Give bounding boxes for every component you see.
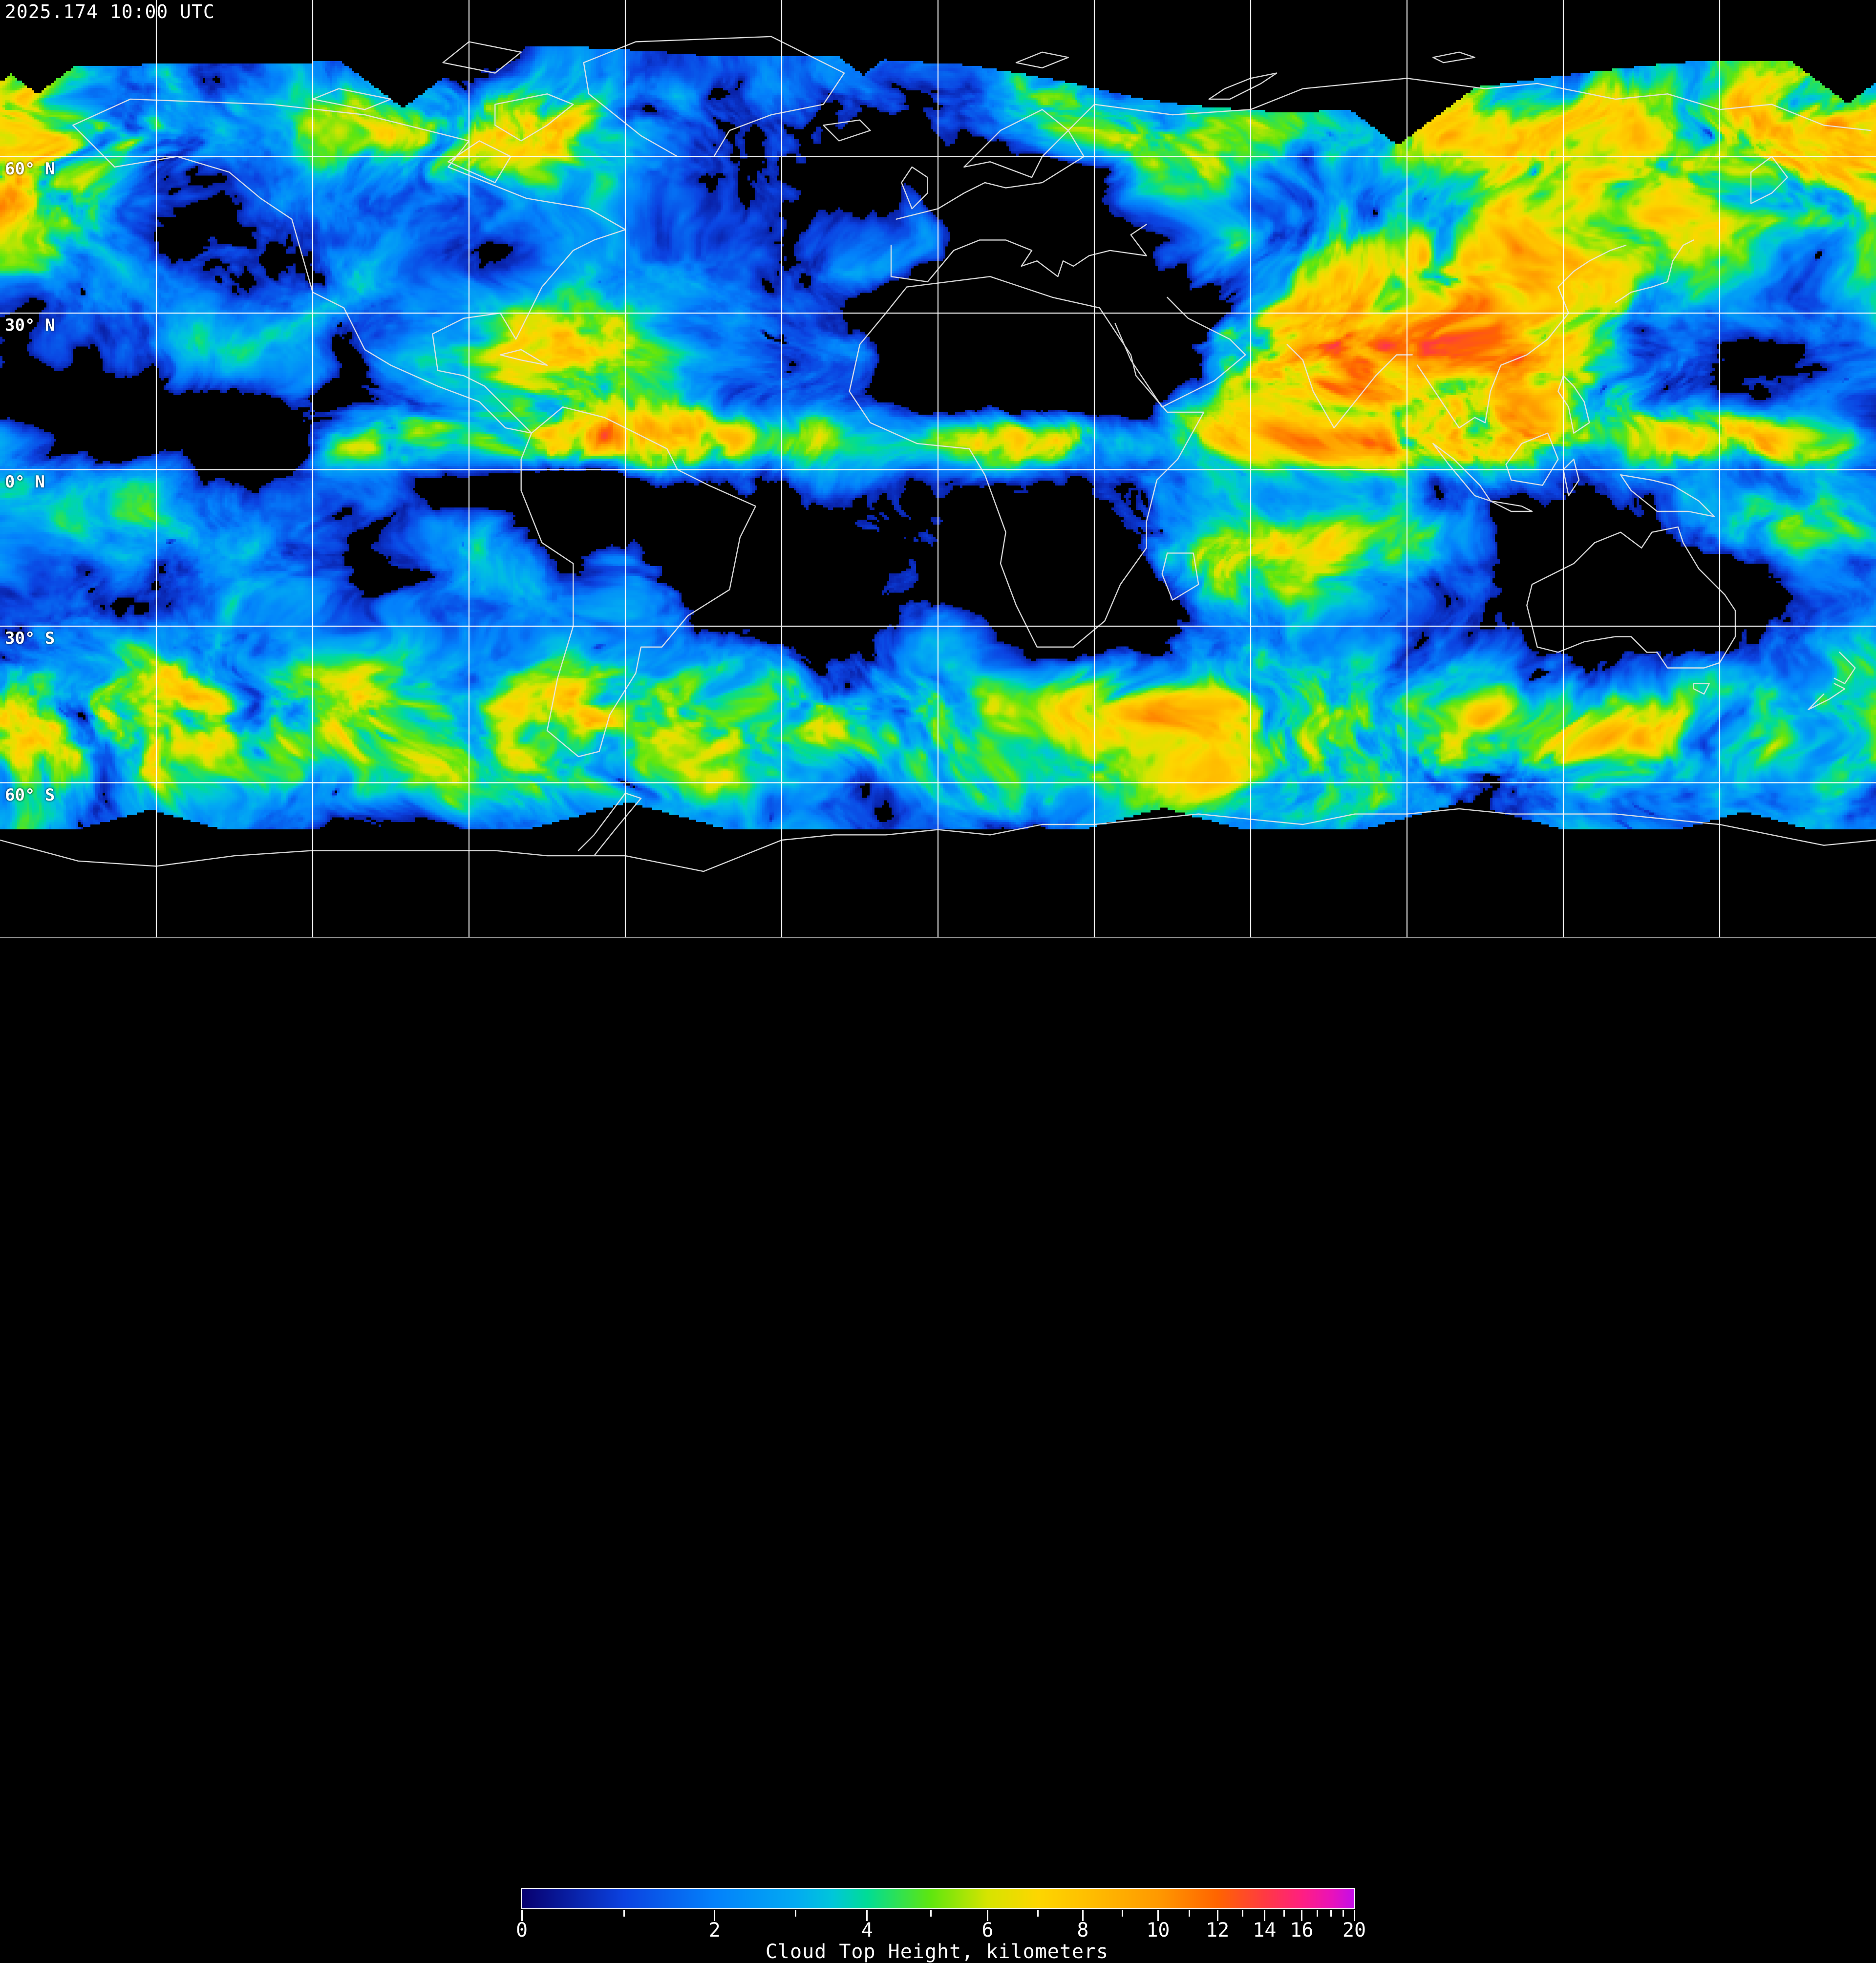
map-bottom-frame-line bbox=[0, 937, 1876, 938]
colorbar-tick-label: 8 bbox=[1077, 1919, 1089, 1942]
coastline-path bbox=[1114, 296, 1246, 408]
colorbar-minor-tick bbox=[1343, 1910, 1344, 1917]
coastline-path bbox=[963, 109, 1069, 178]
coastline-path bbox=[72, 98, 626, 434]
timestamp: 2025.174 10:00 UTC bbox=[5, 1, 215, 22]
coastline-path bbox=[1750, 156, 1788, 204]
colorbar-tick-label: 12 bbox=[1206, 1919, 1230, 1942]
latitude-label: 0° N bbox=[5, 472, 45, 492]
colorbar-minor-tick bbox=[1241, 1910, 1243, 1917]
latitude-label: 60° S bbox=[5, 785, 55, 805]
coastline-path bbox=[1432, 443, 1491, 502]
coastline-path bbox=[442, 41, 522, 74]
coastline-path bbox=[494, 93, 574, 142]
coastline-path bbox=[1562, 458, 1580, 497]
coastline-path bbox=[1557, 375, 1590, 434]
coastline-path bbox=[448, 140, 512, 184]
coastline-path bbox=[823, 119, 871, 142]
coastline-path bbox=[1208, 72, 1278, 100]
coastline-path bbox=[1615, 239, 1694, 303]
coastline-path bbox=[1505, 432, 1559, 486]
colorbar-tick-label: 20 bbox=[1342, 1919, 1366, 1942]
colorbar-minor-tick bbox=[1037, 1910, 1039, 1917]
coastline-path bbox=[890, 224, 1147, 283]
coastline-path bbox=[895, 78, 1872, 220]
colorbar-minor-tick bbox=[1122, 1910, 1124, 1917]
latitude-label: 60° N bbox=[5, 159, 55, 179]
colorbar-minor-tick bbox=[1283, 1910, 1285, 1917]
coastline-path bbox=[1833, 652, 1856, 684]
colorbar-tick-label: 4 bbox=[861, 1919, 873, 1942]
colorbar-minor-tick bbox=[1316, 1910, 1318, 1917]
coastline-path bbox=[1620, 474, 1715, 517]
colorbar-tick-label: 2 bbox=[708, 1919, 721, 1942]
map-overlay bbox=[0, 0, 1876, 938]
coastline-path bbox=[312, 88, 392, 110]
colorbar-title: Cloud Top Height, kilometers bbox=[765, 1941, 1109, 1963]
latitude-label: 30° N bbox=[5, 316, 55, 335]
colorbar-tick-label: 0 bbox=[515, 1919, 528, 1942]
coastline-path bbox=[1808, 683, 1846, 711]
colorbar-minor-tick bbox=[930, 1910, 932, 1917]
coastline-path bbox=[1417, 244, 1627, 429]
coastline-path bbox=[577, 792, 642, 857]
coastline-path bbox=[1693, 683, 1710, 695]
coastline-path bbox=[499, 349, 548, 366]
coastline-path bbox=[1015, 51, 1069, 69]
colorbar-tick-label: 6 bbox=[981, 1919, 994, 1942]
graticule-grid bbox=[0, 0, 1876, 938]
coastline-path bbox=[1286, 343, 1413, 429]
coastline-path bbox=[849, 276, 1205, 648]
colorbar-tick-label: 10 bbox=[1146, 1919, 1170, 1942]
latitude-label: 30° S bbox=[5, 629, 55, 648]
coastline-path bbox=[520, 406, 756, 758]
coastline-path bbox=[1161, 552, 1199, 601]
colorbar-minor-tick bbox=[794, 1910, 796, 1917]
coastline-path bbox=[901, 166, 928, 210]
coastline-path bbox=[0, 808, 1876, 872]
colorbar: 0 2 4 6 8 10 12 14 16 20 Cloud Top Height, kilome… bbox=[0, 939, 1876, 1963]
coastline-path bbox=[583, 36, 845, 157]
world-map: 2025.174 10:00 UTC 60° N 30° N 0° N 30° S 60… bbox=[0, 0, 1876, 939]
colorbar-tick-label: 14 bbox=[1253, 1919, 1277, 1942]
colorbar-gradient bbox=[521, 1888, 1355, 1909]
coastline-path bbox=[1490, 500, 1533, 512]
colorbar-minor-tick bbox=[1189, 1910, 1191, 1917]
colorbar-minor-tick bbox=[623, 1910, 625, 1917]
colorbar-tick-label: 16 bbox=[1290, 1919, 1314, 1942]
coastline-path bbox=[1432, 51, 1475, 63]
coastline-path bbox=[1526, 526, 1736, 669]
colorbar-minor-tick bbox=[1330, 1910, 1332, 1917]
